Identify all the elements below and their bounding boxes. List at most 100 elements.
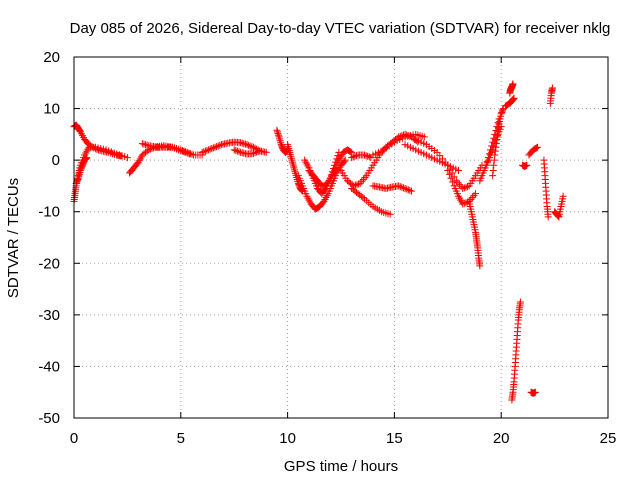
- data-point: [532, 144, 540, 152]
- data-point: [493, 136, 501, 144]
- data-point: [262, 148, 270, 156]
- data-point: [476, 262, 484, 270]
- data-point: [516, 298, 524, 306]
- data-point: [554, 212, 562, 220]
- data-point: [534, 143, 542, 151]
- data-point: [198, 148, 206, 156]
- data-point: [531, 388, 539, 396]
- series-arc27: [508, 298, 524, 404]
- data-point: [464, 183, 472, 191]
- x-tick-labels: 0 5 10 15 20 25: [70, 430, 617, 447]
- tick-marks: [73, 56, 609, 419]
- data-point: [249, 149, 257, 157]
- data-point: [509, 95, 517, 103]
- data-point: [406, 186, 414, 194]
- y-tick-label: 10: [43, 101, 60, 118]
- data-point: [559, 192, 567, 200]
- data-point: [365, 153, 373, 161]
- data-point: [209, 144, 217, 152]
- data-point: [403, 185, 411, 193]
- data-point: [248, 143, 256, 151]
- data-point: [200, 148, 208, 156]
- series-arc17: [369, 130, 428, 159]
- data-point: [462, 199, 470, 207]
- series-arc12: [305, 146, 356, 190]
- series-arc21: [465, 197, 484, 270]
- data-point: [238, 139, 246, 147]
- data-point: [353, 181, 361, 189]
- data-point: [488, 142, 496, 150]
- series-arc33: [551, 192, 567, 221]
- data-point: [450, 173, 458, 181]
- data-point: [273, 126, 281, 134]
- data-point: [494, 119, 502, 127]
- data-point: [82, 154, 90, 162]
- data-point: [395, 182, 403, 190]
- data-point: [232, 146, 240, 154]
- y-tick-label: -40: [38, 358, 60, 375]
- data-point: [490, 156, 498, 164]
- data-point: [75, 126, 83, 134]
- data-point: [447, 174, 455, 182]
- data-point: [341, 156, 349, 164]
- data-point: [492, 143, 500, 151]
- data-point: [82, 155, 90, 163]
- data-point: [208, 145, 216, 153]
- data-point: [275, 131, 283, 139]
- data-point: [523, 161, 531, 169]
- data-point: [206, 145, 214, 153]
- data-point: [352, 152, 360, 160]
- data-point: [347, 148, 355, 156]
- series-arc18: [401, 141, 462, 174]
- data-point: [140, 140, 148, 148]
- data-point: [491, 151, 499, 159]
- y-tick-label: -20: [38, 255, 60, 272]
- x-tick-label: 10: [279, 430, 296, 447]
- data-point: [201, 147, 209, 155]
- data-point: [495, 124, 503, 132]
- data-point: [499, 106, 507, 114]
- data-point: [235, 148, 243, 156]
- data-point: [460, 184, 468, 192]
- data-point: [489, 138, 497, 146]
- series-arc19: [412, 136, 486, 193]
- data-point: [340, 157, 348, 165]
- data-point: [273, 128, 281, 136]
- y-tick-label: 20: [43, 49, 60, 66]
- data-point: [398, 183, 406, 191]
- data-point: [487, 146, 495, 154]
- data-point: [401, 185, 409, 193]
- data-point: [240, 140, 248, 148]
- data-point: [362, 152, 370, 160]
- data-point: [460, 199, 468, 207]
- y-tick-label: -10: [38, 204, 60, 221]
- data-point: [491, 147, 499, 155]
- y-tick-labels: -50 -40 -30 -20 -10 0 10 20: [38, 49, 60, 427]
- data-point: [249, 143, 257, 151]
- data-point: [444, 166, 452, 174]
- data-point: [462, 183, 470, 191]
- data-point: [142, 141, 150, 149]
- data-point: [449, 178, 457, 186]
- series-arc16: [369, 182, 415, 195]
- y-axis-label: SDTVAR / TECUs: [5, 178, 22, 298]
- data-point: [472, 190, 480, 198]
- data-point: [251, 149, 259, 157]
- x-tick-label: 15: [386, 430, 403, 447]
- series-arc5: [138, 140, 193, 158]
- series-arc8: [273, 126, 292, 156]
- data-point: [482, 161, 490, 169]
- data-point: [489, 166, 497, 174]
- data-point: [351, 152, 359, 160]
- data-point: [83, 154, 91, 162]
- data-point: [245, 141, 253, 149]
- x-tick-label: 20: [493, 430, 510, 447]
- data-point: [74, 175, 82, 183]
- data-point: [256, 147, 264, 155]
- data-point: [138, 140, 146, 148]
- series-arc32: [546, 84, 556, 107]
- data-point: [348, 154, 356, 162]
- y-tick-label: -30: [38, 307, 60, 324]
